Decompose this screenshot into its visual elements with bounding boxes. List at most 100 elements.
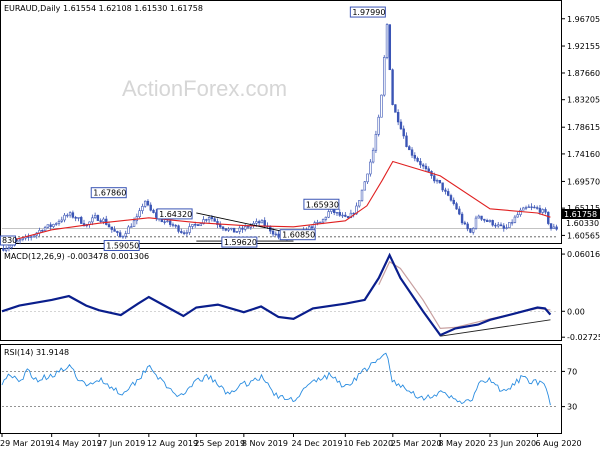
candle-body xyxy=(46,224,50,228)
candle-body xyxy=(113,229,116,232)
price-tick-label: 1.83205 xyxy=(567,96,600,105)
candle-body xyxy=(485,220,489,222)
candle-body xyxy=(143,200,147,207)
candle-body xyxy=(374,134,378,151)
candle-body xyxy=(477,215,480,219)
candle-body xyxy=(91,217,94,223)
rsi-axis-ticks: 70 30 xyxy=(561,367,577,412)
candle-body xyxy=(399,121,403,130)
candle-body xyxy=(130,226,133,228)
candle-body xyxy=(369,161,372,175)
candle-body xyxy=(244,226,247,230)
candle-body xyxy=(491,220,494,226)
candle-body xyxy=(383,57,386,96)
candle-body xyxy=(513,216,517,223)
candle-body xyxy=(77,217,80,219)
candle-body xyxy=(107,224,111,228)
candle-body xyxy=(396,112,400,123)
candle-body xyxy=(394,104,397,113)
candle-body xyxy=(363,181,366,191)
candle-body xyxy=(438,180,442,184)
candle-body xyxy=(238,227,241,232)
current-price-marker: 1.61758 xyxy=(562,209,600,219)
candle-body xyxy=(29,236,33,238)
candle-body xyxy=(255,221,258,224)
candle-body xyxy=(449,195,453,201)
candle-body xyxy=(463,222,467,225)
candle-body xyxy=(202,219,205,225)
candle-body xyxy=(388,24,392,71)
candle-body xyxy=(538,207,542,213)
candle-body xyxy=(194,224,197,226)
candle-body xyxy=(527,206,531,208)
candle-body xyxy=(510,222,514,224)
candle-body xyxy=(277,233,280,238)
price-tick-label: 1.69570 xyxy=(567,177,600,186)
candle-body xyxy=(535,207,539,209)
candle-body xyxy=(60,219,63,222)
candle-body xyxy=(141,206,144,211)
candle-body xyxy=(66,214,69,217)
candle-body xyxy=(207,217,211,221)
candle-body xyxy=(93,215,97,219)
candle-body xyxy=(310,226,314,229)
left-edge-label: 830 xyxy=(2,236,17,245)
left-edge-callout: 830 xyxy=(0,235,17,246)
candle-body xyxy=(427,168,430,172)
price-axis-ticks: 1.96705 1.92155 1.87660 1.83205 1.78615 1.741… xyxy=(561,15,600,240)
candle-body xyxy=(110,226,114,230)
candle-body xyxy=(349,212,353,219)
candle-body xyxy=(32,234,36,238)
rsi-pane-title: RSI(14) 31.9148 xyxy=(4,348,69,357)
current-price-label: 1.61758 xyxy=(564,210,597,219)
candle-body xyxy=(63,214,66,221)
candle-body xyxy=(199,223,202,227)
callout-label: 1.65930 xyxy=(306,200,339,209)
candle-body xyxy=(105,218,108,225)
x-tick-label: 14 May 2019 xyxy=(50,439,102,448)
candle-body xyxy=(185,232,189,234)
price-pane-frame xyxy=(0,0,562,244)
candle-body xyxy=(99,220,102,222)
candle-body xyxy=(2,248,5,251)
candle-body xyxy=(168,220,172,225)
candle-body xyxy=(263,220,266,227)
candle-body xyxy=(474,217,478,229)
candle-body xyxy=(152,209,155,213)
candle-body xyxy=(466,223,469,230)
callout-frame xyxy=(303,198,340,210)
candle-body xyxy=(446,191,450,196)
candle-body xyxy=(405,135,408,147)
candle-body xyxy=(230,227,233,230)
callout-box: 1.65930 xyxy=(303,198,340,210)
candle-body xyxy=(118,232,122,238)
price-trendline xyxy=(196,212,294,235)
candle-body xyxy=(313,222,316,229)
candle-body xyxy=(127,226,130,234)
candle-body xyxy=(494,224,497,227)
moving-average-path xyxy=(1,160,551,244)
price-tick-label: 1.96705 xyxy=(567,15,600,24)
candle-body xyxy=(358,200,361,207)
candle-body xyxy=(324,216,328,220)
candle-body xyxy=(488,220,492,222)
candle-body xyxy=(68,212,72,216)
candle-body xyxy=(18,239,22,242)
callout-frame xyxy=(221,236,258,248)
macd-axis-ticks: 0.060165 0.00 -0.02725 xyxy=(561,250,600,342)
candle-body xyxy=(408,146,411,151)
candle-body xyxy=(177,225,180,232)
candle-body xyxy=(371,149,375,163)
candle-body xyxy=(544,209,547,213)
candle-body xyxy=(221,226,225,230)
x-tick-label: 29 Mar 2019 xyxy=(0,439,51,448)
candle-body xyxy=(344,214,347,217)
candle-body xyxy=(210,217,214,220)
callout-frame xyxy=(279,229,316,241)
candle-body xyxy=(516,214,519,218)
callout-label: 1.64320 xyxy=(159,210,192,219)
candle-body xyxy=(522,207,525,211)
candle-body xyxy=(71,212,75,218)
candle-body xyxy=(419,160,422,166)
candle-body xyxy=(260,220,264,224)
